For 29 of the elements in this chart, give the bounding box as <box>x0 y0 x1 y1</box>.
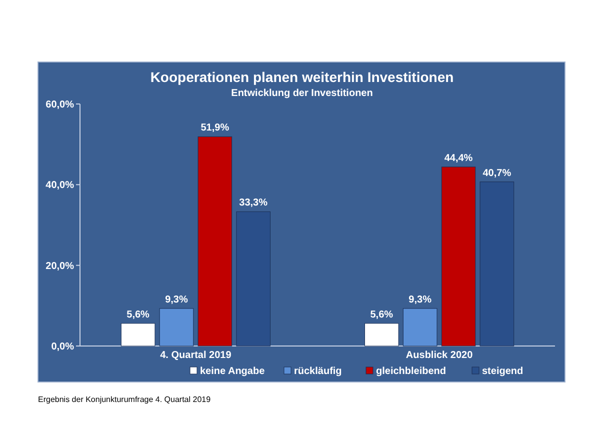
bar <box>120 323 156 346</box>
y-tick-label: 0,0% <box>51 342 74 352</box>
legend-label: gleichbleibend <box>376 366 446 377</box>
bar <box>480 182 514 346</box>
data-label: 9,3% <box>165 294 188 306</box>
data-label: 51,9% <box>200 122 230 134</box>
x-tick-label: Ausblick 2020 <box>406 350 474 361</box>
bar <box>364 323 399 346</box>
data-label: 5,6% <box>370 309 394 320</box>
y-tick-label: 20,0% <box>46 260 74 272</box>
data-label: 44,4% <box>444 152 473 164</box>
chart-title: Kooperationen planen weiterhin Investitionen <box>150 69 454 85</box>
chart-subtitle: Entwicklung der Investitionen <box>231 88 373 99</box>
bar <box>198 136 232 346</box>
bar <box>402 308 438 346</box>
legend-label: keine Angabe <box>200 366 266 377</box>
x-tick-label: 4. Quartal 2019 <box>160 350 232 361</box>
y-tick-label: 40,0% <box>46 180 74 192</box>
bar <box>159 308 194 346</box>
legend-label: steigend <box>482 366 524 377</box>
data-label: 5,6% <box>126 309 150 320</box>
y-tick-label: 60,0% <box>46 100 74 110</box>
bar <box>441 166 476 346</box>
data-label: 40,7% <box>482 168 512 179</box>
legend-label: rückläufig <box>294 366 342 377</box>
bar <box>236 211 271 346</box>
data-label: 33,3% <box>239 198 268 209</box>
data-label: 9,3% <box>408 294 432 306</box>
text: Ergebnis der Konjunkturumfrage 4. Quartal 2019 <box>38 395 212 404</box>
